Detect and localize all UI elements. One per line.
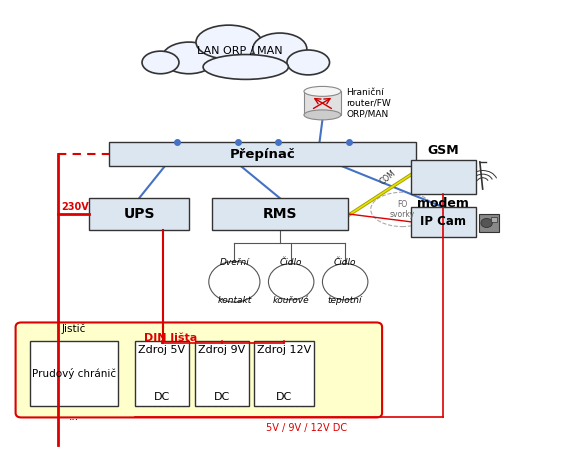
Text: 230V: 230V (61, 202, 89, 212)
Circle shape (268, 264, 314, 300)
Text: LAN ORP / MAN: LAN ORP / MAN (197, 46, 283, 56)
Text: ...: ... (69, 412, 79, 422)
FancyBboxPatch shape (110, 142, 416, 167)
Circle shape (323, 264, 368, 300)
FancyBboxPatch shape (135, 340, 189, 406)
Text: DC: DC (214, 392, 230, 402)
Ellipse shape (304, 86, 341, 96)
FancyBboxPatch shape (90, 198, 189, 230)
FancyBboxPatch shape (411, 207, 476, 237)
Ellipse shape (203, 55, 288, 79)
Ellipse shape (253, 33, 307, 65)
FancyBboxPatch shape (254, 340, 314, 406)
Text: DIN lišta: DIN lišta (144, 333, 197, 343)
Text: Zdroj 9V: Zdroj 9V (198, 345, 245, 355)
Text: Přepínač: Přepínač (230, 147, 296, 161)
Text: DC: DC (276, 392, 292, 402)
Text: Dveřní: Dveřní (219, 258, 249, 267)
FancyBboxPatch shape (411, 160, 476, 193)
Text: teplotní: teplotní (328, 296, 363, 305)
Text: GSM: GSM (427, 144, 459, 157)
Text: Hraniční
router/FW
ORP/MAN: Hraniční router/FW ORP/MAN (347, 88, 391, 118)
Text: Zdroj 12V: Zdroj 12V (257, 345, 311, 355)
FancyBboxPatch shape (304, 91, 341, 115)
Text: Čidlo: Čidlo (334, 258, 356, 267)
Text: DC: DC (154, 392, 170, 402)
Ellipse shape (196, 25, 262, 59)
FancyBboxPatch shape (478, 214, 498, 232)
FancyBboxPatch shape (195, 340, 248, 406)
Ellipse shape (287, 50, 329, 75)
Text: COM: COM (378, 168, 397, 186)
Ellipse shape (162, 42, 216, 74)
Text: kontakt: kontakt (217, 296, 251, 305)
Circle shape (481, 218, 492, 228)
Text: Čidlo: Čidlo (280, 258, 303, 267)
Text: UPS: UPS (123, 207, 155, 221)
FancyBboxPatch shape (212, 198, 348, 230)
Text: Prudový chránič: Prudový chránič (32, 368, 116, 379)
Text: RMS: RMS (263, 207, 297, 221)
Text: 5V / 9V / 12V DC: 5V / 9V / 12V DC (266, 423, 347, 433)
Ellipse shape (142, 51, 179, 74)
Text: Zdroj 5V: Zdroj 5V (138, 345, 186, 355)
Ellipse shape (304, 110, 341, 120)
Text: modem: modem (417, 197, 469, 210)
Circle shape (209, 262, 260, 302)
Text: IP Cam: IP Cam (420, 215, 466, 228)
Text: kouřové: kouřové (273, 296, 309, 305)
FancyBboxPatch shape (30, 340, 118, 406)
Text: FO
svorky: FO svorky (389, 200, 415, 219)
FancyBboxPatch shape (490, 217, 497, 222)
Text: Jistič: Jistič (62, 324, 86, 334)
FancyBboxPatch shape (15, 323, 382, 417)
